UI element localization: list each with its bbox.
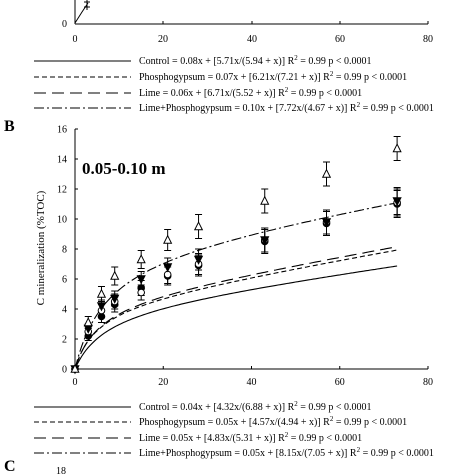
top-x-tick-label: 0 <box>73 34 78 45</box>
y-tick-label: 8 <box>62 245 67 256</box>
data-point-lime <box>163 263 173 273</box>
panel-label-b: B <box>4 118 15 135</box>
data-point-lime-phosphogypsum <box>96 288 107 298</box>
data-point-lime <box>96 302 107 312</box>
series-line-lime <box>74 246 398 370</box>
legend-eq-lime-phosphogypsum: Lime+Phosphogypsum = 0.05x + [8.15x/(7.0… <box>139 446 434 459</box>
panel-c-y-tick-label: 18 <box>56 466 66 474</box>
data-point-lime <box>193 255 204 265</box>
top-legend: Control = 0.08x + [5.71x/(5.94 + x)] R2 … <box>34 54 434 114</box>
top-x-tick-label: 60 <box>335 34 345 45</box>
panel-b-axes: 0 2 4 6 8 10 12 14 16 0 20 40 60 80 <box>57 125 433 389</box>
y-tick-label: 14 <box>57 155 67 166</box>
x-tick-label: 80 <box>423 377 433 388</box>
y-tick-label: 12 <box>57 185 67 196</box>
panel-b-chart: 0.05-0.10 m C mineralization (%TOC) 0 2 4 6… <box>35 125 433 389</box>
data-point-lime <box>110 294 120 304</box>
legend-eq-phosphogypsum: Phosphogypsum = 0.05x + [4.57x/(4.94 + x… <box>139 415 407 428</box>
x-tick-label: 60 <box>335 377 345 388</box>
data-point-lime <box>260 236 270 246</box>
y-tick-label: 4 <box>62 305 67 316</box>
top-fragment: 0 0 20 40 60 80 <box>62 0 433 45</box>
y-tick-label: 6 <box>62 275 67 286</box>
panel-b-series-lines <box>74 202 398 370</box>
y-tick-label: 10 <box>57 215 67 226</box>
y-tick-label: 16 <box>57 125 67 136</box>
y-tick-label: 0 <box>62 365 67 376</box>
data-point-lime <box>136 275 146 285</box>
data-point-lime-phosphogypsum <box>392 143 402 153</box>
y-axis-label: C mineralization (%TOC) <box>35 190 47 305</box>
x-tick-label: 20 <box>158 377 168 388</box>
legend-eq-phosphogypsum: Phosphogypsum = 0.07x + [6.21x/(7.21 + x… <box>139 70 407 83</box>
series-line-phosphogypsum <box>74 249 398 370</box>
data-point-lime-phosphogypsum <box>110 270 120 280</box>
data-point-lime-phosphogypsum <box>83 317 93 327</box>
depth-label: 0.05-0.10 m <box>82 159 166 178</box>
panel-label-c: C <box>4 458 16 474</box>
data-point-lime-phosphogypsum <box>163 234 173 244</box>
legend-eq-lime: Lime = 0.06x + [6.71x/(5.52 + x)] R2 = 0… <box>139 86 362 99</box>
data-point-lime-phosphogypsum <box>70 363 80 373</box>
top-x-tick-label: 40 <box>247 34 257 45</box>
data-point-lime-phosphogypsum <box>136 254 146 264</box>
x-tick-label: 40 <box>247 377 257 388</box>
data-point-lime <box>321 218 332 228</box>
data-point-lime-phosphogypsum <box>321 168 332 178</box>
legend-eq-lime: Lime = 0.05x + [4.83x/(5.31 + x)] R2 = 0… <box>139 431 362 444</box>
data-point-lime-phosphogypsum <box>260 195 270 205</box>
legend-eq-lime-phosphogypsum: Lime+Phosphogypsum = 0.10x + [7.72x/(4.6… <box>139 101 434 114</box>
series-line-lime-phosphogypsum <box>74 202 398 370</box>
top-curve-stub <box>74 2 89 24</box>
y-tick-label: 2 <box>62 335 67 346</box>
legend-eq-control: Control = 0.04x + [4.32x/(6.88 + x)] R2 … <box>139 400 372 413</box>
data-point-phosphogypsum <box>137 288 145 297</box>
top-x-tick-label: 20 <box>158 34 168 45</box>
top-y-tick-label: 0 <box>62 19 67 30</box>
top-x-tick-label: 80 <box>423 34 433 45</box>
legend-eq-control: Control = 0.08x + [5.71x/(5.94 + x)] R2 … <box>139 54 372 67</box>
data-point-lime-phosphogypsum <box>193 221 204 231</box>
x-tick-label: 0 <box>73 377 78 388</box>
data-point-lime <box>392 197 402 207</box>
panel-b-markers <box>70 143 402 375</box>
series-line-control <box>74 265 398 370</box>
bottom-legend: Control = 0.04x + [4.32x/(6.88 + x)] R2 … <box>34 400 434 459</box>
